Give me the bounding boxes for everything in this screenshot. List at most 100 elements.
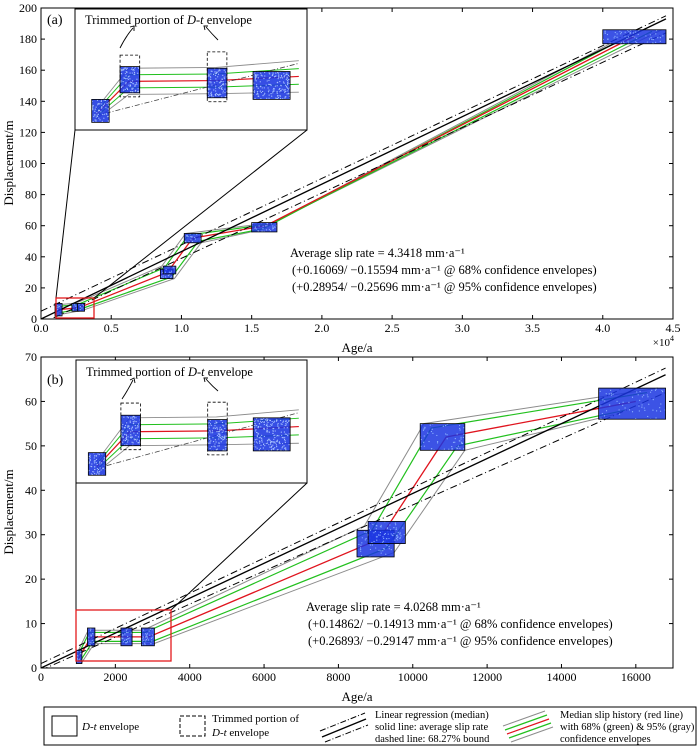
inset-envelope-point	[281, 447, 283, 449]
inset-envelope-point	[284, 75, 286, 77]
inset-envelope-point	[137, 436, 140, 438]
inset-envelope-point	[285, 448, 287, 450]
inset-envelope-point	[222, 82, 224, 85]
inset-envelope-point	[219, 429, 221, 431]
inset-envelope-point	[284, 97, 286, 99]
envelope-point	[631, 411, 634, 413]
x-tick-label: 3.5	[525, 321, 540, 335]
inset-title-b: Trimmed portion of D-t envelope	[86, 365, 253, 379]
dt-envelope	[251, 222, 278, 233]
inset-envelope-point	[220, 84, 222, 87]
envelope-point	[638, 405, 640, 407]
envelope-point	[57, 305, 59, 307]
inset-envelope-point	[211, 446, 213, 448]
inset-envelope-point	[96, 470, 99, 472]
envelope-point	[654, 389, 657, 391]
envelope-point	[624, 407, 626, 409]
envelope-point	[399, 532, 401, 534]
inset-envelope-point	[254, 75, 257, 77]
inset-envelope-point	[212, 96, 214, 98]
envelope-point	[603, 415, 606, 417]
annotation-line: Average slip rate = 4.3418 mm·a⁻¹	[290, 246, 465, 260]
inset-b: Trimmed portion of D-t envelope	[75, 359, 308, 662]
inset-envelope-point	[277, 96, 280, 98]
inset-envelope-point	[223, 425, 225, 427]
inset-envelope-point	[270, 441, 273, 443]
envelope-point	[145, 634, 148, 636]
inset-envelope-point	[225, 83, 227, 85]
inset-envelope-point	[122, 68, 124, 70]
inset-envelope-point	[222, 424, 224, 426]
envelope-point	[620, 31, 623, 33]
envelope-point	[622, 404, 624, 406]
x-tick-label: 4.5	[666, 321, 681, 335]
inset-envelope-point	[277, 81, 279, 83]
inset-envelope-point	[288, 82, 290, 85]
inset-envelope-point	[128, 427, 131, 430]
inset-envelope-point	[256, 93, 258, 95]
envelope-point	[92, 641, 95, 643]
envelope-point	[274, 226, 276, 228]
inset-envelope-fill	[207, 68, 227, 98]
inset-envelope-point	[284, 424, 286, 427]
envelope-point	[361, 537, 363, 539]
envelope-point	[142, 635, 144, 638]
inset-envelope-point	[286, 433, 288, 435]
inset-envelope-point	[259, 447, 262, 449]
inset-envelope-point	[278, 75, 280, 77]
legend-label-regression-3: dashed line: 68.27% bound	[375, 734, 490, 745]
envelope-point	[446, 434, 448, 436]
envelope-point	[129, 640, 131, 642]
y-tick-label: 140	[19, 94, 37, 108]
inset-envelope-point	[270, 84, 272, 87]
envelope-point	[604, 32, 606, 34]
inset-envelope-point	[137, 72, 139, 74]
envelope-point	[448, 448, 450, 450]
inset-envelope-point	[102, 467, 104, 469]
panel-b: 0 2000 4000 6000 8000 10000 12000 14000 16000 0 10…	[1, 350, 674, 704]
y-tick-label: 160	[19, 63, 37, 77]
inset-envelope-point	[96, 114, 98, 116]
inset-envelope-point	[91, 109, 94, 111]
envelope-point	[145, 638, 147, 641]
inset-envelope-point	[130, 81, 133, 84]
envelope-point	[639, 390, 641, 393]
envelope-point	[610, 394, 613, 396]
inset-envelope-point	[101, 453, 103, 455]
envelope-point	[89, 643, 91, 646]
envelope-point	[610, 392, 612, 394]
envelope-point	[184, 240, 187, 242]
x-tick-label: 16000	[621, 670, 651, 684]
envelope-point	[622, 41, 625, 43]
envelope-point	[126, 642, 128, 644]
envelope-fill	[163, 266, 176, 274]
inset-envelope-point	[122, 89, 125, 91]
inset-envelope-point	[271, 424, 273, 426]
envelope-point	[386, 527, 388, 529]
envelope-point	[637, 394, 639, 396]
legend-label-trimmed-2: D-t envelope	[211, 727, 269, 739]
envelope-point	[262, 228, 264, 230]
envelope-point	[79, 305, 81, 308]
inset-envelope-point	[268, 83, 270, 85]
envelope-point	[75, 305, 77, 307]
inset-envelope-point	[218, 68, 220, 70]
inset-envelope-point	[130, 435, 132, 437]
inset-envelope-point	[211, 95, 213, 97]
inset-envelope-point	[255, 420, 257, 422]
inset-title-a: Trimmed portion of D-t envelope	[85, 13, 252, 27]
envelope-point	[170, 271, 172, 274]
x-tick-label: 0.5	[104, 321, 119, 335]
inset-envelope-point	[222, 439, 224, 441]
envelope-point	[403, 533, 405, 536]
inset-envelope-point	[215, 92, 217, 95]
envelope-point	[460, 436, 462, 438]
inset-envelope-point	[272, 89, 274, 91]
inset-envelope-point	[213, 427, 215, 429]
inset-envelope-point	[280, 449, 282, 451]
envelope-point	[148, 630, 150, 632]
inset-envelope-point	[286, 77, 288, 79]
inset-envelope-point	[208, 81, 210, 83]
inset-envelope-point	[97, 104, 99, 106]
inset-envelope-point	[212, 440, 215, 443]
